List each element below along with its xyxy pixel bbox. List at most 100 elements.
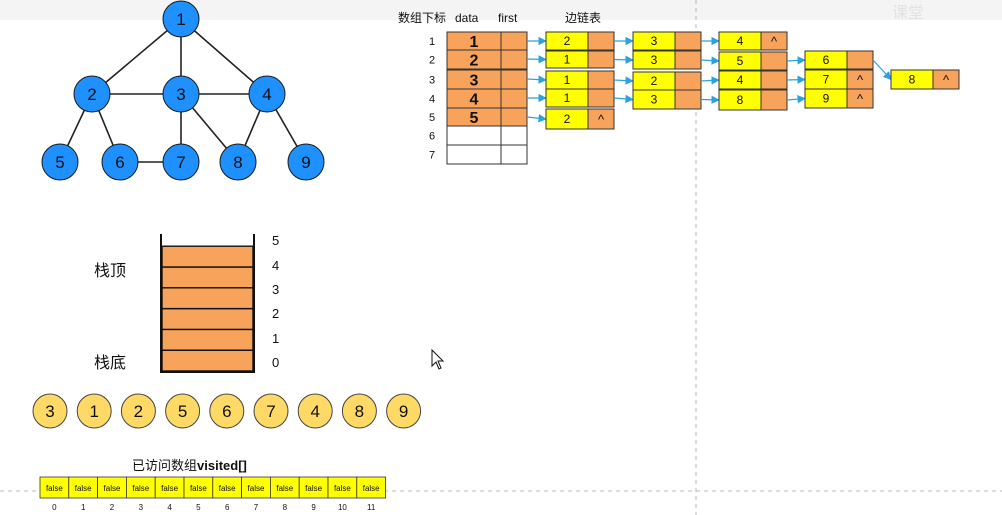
vertex-data-value: 3 xyxy=(470,73,479,90)
stack-slot xyxy=(161,349,254,372)
vertex-row: 7 xyxy=(429,144,528,165)
visited-cell-index: 3 xyxy=(139,503,144,512)
sequence-label: 3 xyxy=(45,402,54,421)
graph-vertex-label: 8 xyxy=(233,153,242,172)
edge-node-value: 2 xyxy=(564,34,571,48)
visited-cell-value: false xyxy=(161,484,178,493)
next-pointer-arrow xyxy=(786,94,806,104)
vertex-first-cell xyxy=(500,69,528,90)
next-pointer-arrow xyxy=(613,94,634,104)
header-first: first xyxy=(498,11,518,25)
graph-vertex: 2 xyxy=(73,75,111,113)
next-pointer-arrow xyxy=(872,59,892,81)
edge-node: 1 xyxy=(545,50,615,69)
graph-vertex-circle xyxy=(162,75,200,113)
visited-cell: false 2 xyxy=(97,476,127,512)
edge-node: 2 xyxy=(632,71,702,91)
graph-vertex-label: 4 xyxy=(262,85,271,104)
graph-vertex-circle xyxy=(101,143,139,181)
null-marker: ^ xyxy=(598,112,605,127)
watermark: 课堂 xyxy=(892,4,924,22)
vertex-data-value: 1 xyxy=(470,34,479,51)
vertex-first-cell xyxy=(500,31,528,51)
visited-cell-box xyxy=(356,476,386,499)
edge-node-value: 6 xyxy=(823,53,830,67)
stack-index-label: 3 xyxy=(272,282,279,297)
graph-vertex-label: 7 xyxy=(176,153,185,172)
header-data: data xyxy=(455,11,479,25)
sequence-label: 1 xyxy=(89,402,98,421)
vertex-data-value: 5 xyxy=(470,110,479,127)
graph-vertex-label: 6 xyxy=(115,153,124,172)
edge-node-next-cell xyxy=(760,51,788,71)
next-pointer-arrow xyxy=(786,75,806,84)
sequence-circle xyxy=(76,393,112,429)
edge-node-next-cell xyxy=(932,69,960,90)
visited-array: false0false1false2false3false4false5fals… xyxy=(39,476,386,512)
stack-index-label: 2 xyxy=(272,306,279,321)
header-edges: 边链表 xyxy=(565,10,601,25)
graph-vertex-label: 5 xyxy=(55,153,64,172)
sequence-circle xyxy=(297,393,333,429)
edge-node: 3 xyxy=(632,31,702,51)
stack-index-label: 5 xyxy=(272,233,279,248)
stack-index-label: 4 xyxy=(272,258,279,273)
sequence-circle xyxy=(120,393,156,429)
sequence-item: 5 xyxy=(165,393,201,429)
edge-node: 2 xyxy=(545,31,615,51)
edge-node-value: 4 xyxy=(737,34,744,48)
sequence-circle xyxy=(209,393,245,429)
vertex-table: 1 12 23 34 45 567 xyxy=(429,31,528,165)
next-pointer-arrow xyxy=(700,76,720,85)
graph-vertex-label: 3 xyxy=(176,85,185,104)
header-index: 数组下标 xyxy=(398,10,446,25)
stack-slot xyxy=(161,287,254,310)
edge-node-value: 9 xyxy=(823,92,830,106)
vertex-data-value: 4 xyxy=(470,92,479,109)
visited-cell: false 10 xyxy=(327,476,358,512)
stack-slot xyxy=(161,307,254,331)
sequence-item: 1 xyxy=(76,393,112,429)
null-marker: ^ xyxy=(943,73,950,88)
graph-vertex-circle xyxy=(287,143,325,181)
vertex-row-index: 6 xyxy=(429,131,435,143)
graph-vertex: 7 xyxy=(162,143,200,181)
edge-node-next-cell xyxy=(674,50,702,70)
edge-chain: 2 ^ xyxy=(526,108,615,130)
edge-node: 3 xyxy=(632,50,702,70)
sequence-label: 8 xyxy=(355,402,364,421)
visited-cell: false 7 xyxy=(241,476,271,512)
edge-node: 8 xyxy=(718,89,788,111)
edge-node-next-cell xyxy=(760,89,788,111)
sequence-circle xyxy=(32,393,68,429)
edge-node-value: 1 xyxy=(564,91,571,105)
next-pointer-arrow xyxy=(613,55,634,64)
sequence-label: 9 xyxy=(399,402,408,421)
graph-vertex-circle xyxy=(248,75,286,113)
sequence-label: 5 xyxy=(178,402,187,421)
stack-slot xyxy=(161,245,254,268)
visited-cell-index: 8 xyxy=(283,503,288,512)
edge-node-next-cell xyxy=(587,70,615,90)
visited-cell-index: 6 xyxy=(225,503,230,512)
visited-cell-value: false xyxy=(104,484,121,493)
sequence-item: 4 xyxy=(297,393,333,429)
edge-node-value: 2 xyxy=(651,74,658,88)
vertex-data-cell xyxy=(446,125,502,146)
vertex-data-value: 2 xyxy=(470,53,479,70)
edge-node-next-cell xyxy=(587,108,615,130)
vertex-row-index: 7 xyxy=(429,150,435,162)
visited-cell-index: 9 xyxy=(311,503,316,512)
null-marker: ^ xyxy=(857,73,864,88)
vertex-row-index: 2 xyxy=(429,55,435,67)
visited-cell-index: 11 xyxy=(367,503,376,512)
edge-node-next-cell xyxy=(674,31,702,51)
edge-node: 5 xyxy=(718,51,788,71)
edge-node: 7 ^ xyxy=(804,69,874,90)
sequence-item: 8 xyxy=(341,393,377,429)
null-marker: ^ xyxy=(857,92,864,107)
graph-vertex: 6 xyxy=(101,143,139,181)
